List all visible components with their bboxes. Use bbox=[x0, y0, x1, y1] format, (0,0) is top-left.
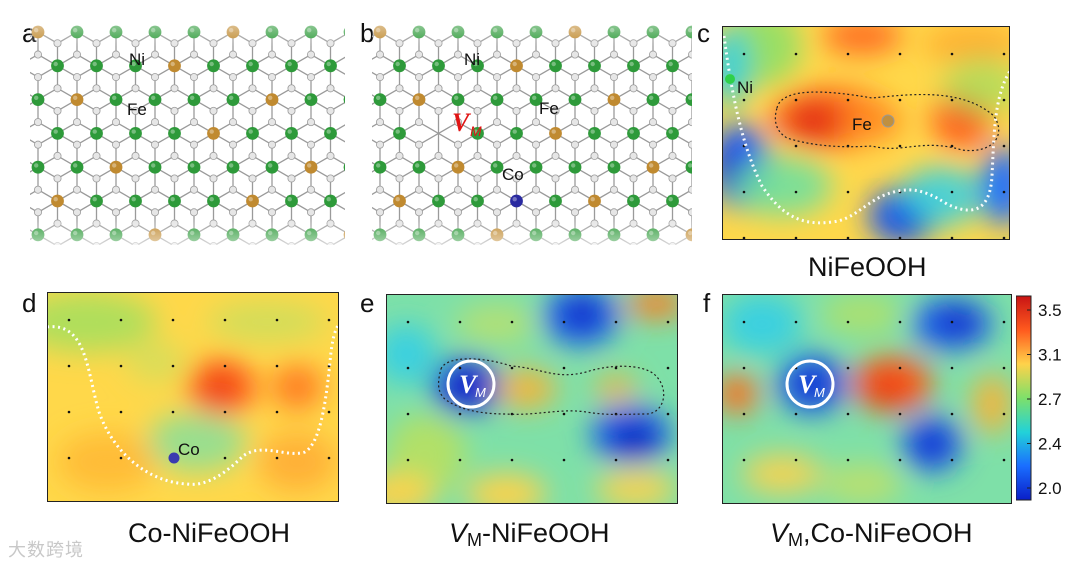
map-d: Co bbox=[47, 292, 339, 502]
caption-e: VM-NiFeOOH bbox=[449, 518, 610, 551]
caption-c: NiFeOOH bbox=[808, 252, 927, 282]
label-b-vm-sub: M bbox=[470, 123, 482, 139]
panel-letter-d: d bbox=[22, 288, 37, 318]
label-a-fe: Fe bbox=[127, 100, 147, 119]
label-b-co: Co bbox=[502, 165, 524, 184]
panel-letter-f: f bbox=[703, 288, 711, 318]
label-c-ni: Ni bbox=[737, 78, 753, 97]
label-b-ni: Ni bbox=[464, 50, 480, 69]
atom-fe-marker bbox=[881, 114, 895, 128]
vacancy-badge-e: VM bbox=[446, 359, 496, 409]
lattice-a: Ni Fe bbox=[30, 20, 345, 245]
atom-ni-marker bbox=[725, 74, 735, 84]
colorbar-bar bbox=[1016, 295, 1032, 501]
label-b-fe: Fe bbox=[539, 99, 559, 118]
caption-e-rest: -NiFeOOH bbox=[482, 518, 610, 548]
colorbar-tick: 2.0 bbox=[1038, 479, 1062, 498]
label-b-vm: V bbox=[452, 108, 472, 137]
label-c-fe: Fe bbox=[852, 115, 872, 134]
map-e: VM bbox=[386, 294, 678, 504]
caption-e-sub: M bbox=[467, 530, 483, 550]
colorbar-tick: 2.7 bbox=[1038, 390, 1062, 409]
svg-text:V: V bbox=[459, 370, 479, 399]
svg-text:M: M bbox=[814, 385, 825, 400]
atom-co-marker bbox=[168, 452, 180, 464]
vacancy-badge-f: VM bbox=[785, 359, 835, 409]
caption-e-v: V bbox=[449, 518, 468, 548]
colorbar-tick: 2.4 bbox=[1038, 435, 1062, 454]
panel-letter-c: c bbox=[697, 18, 710, 48]
label-d-co: Co bbox=[178, 440, 200, 459]
caption-f: VM,Co-NiFeOOH bbox=[770, 518, 973, 551]
colorbar: 3.5 3.1 2.7 2.4 2.0 bbox=[1016, 295, 1062, 501]
map-f: VM bbox=[722, 294, 1012, 504]
label-a-ni: Ni bbox=[129, 50, 145, 69]
colorbar-tick: 3.1 bbox=[1038, 346, 1062, 365]
lattice-b: Ni Fe Co V M bbox=[372, 20, 692, 245]
caption-f-rest: ,Co-NiFeOOH bbox=[803, 518, 973, 548]
caption-f-v: V bbox=[770, 518, 789, 548]
caption-d: Co-NiFeOOH bbox=[128, 518, 291, 548]
panel-letter-e: e bbox=[360, 288, 375, 318]
colorbar-tick: 3.5 bbox=[1038, 301, 1062, 320]
caption-f-sub: M bbox=[788, 530, 804, 550]
panel-letter-b: b bbox=[360, 18, 375, 48]
svg-text:V: V bbox=[798, 370, 818, 399]
watermark: 大数跨境 bbox=[8, 540, 84, 561]
svg-text:M: M bbox=[475, 385, 486, 400]
map-c: Ni Fe bbox=[722, 26, 1010, 240]
